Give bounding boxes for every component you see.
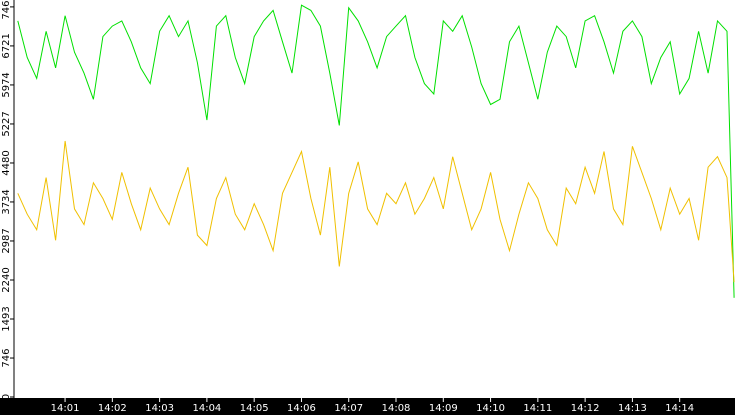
y-tick-label: 5974: [1, 72, 12, 97]
y-tick-label: 3734: [1, 189, 12, 214]
y-tick-label: 4480: [1, 150, 12, 175]
y-tick-label: 6721: [1, 33, 12, 58]
x-tick-label: 14:05: [240, 403, 269, 414]
y-tick-label: 2987: [1, 228, 12, 253]
series-line: [17, 140, 735, 283]
x-tick-label: 14:08: [382, 403, 411, 414]
x-tick-label: 14:03: [145, 403, 174, 414]
x-tick-label: 14:12: [571, 403, 600, 414]
x-tick-label: 14:14: [665, 403, 694, 414]
x-tick-label: 14:11: [523, 403, 552, 414]
x-tick-label: 14:09: [429, 403, 458, 414]
x-axis-bar: [0, 398, 735, 415]
x-tick-label: 14:10: [476, 403, 505, 414]
y-tick-label: 7468: [1, 0, 12, 20]
x-tick-label: 14:02: [98, 403, 127, 414]
y-tick-label: 746: [1, 348, 12, 367]
x-tick-label: 14:13: [618, 403, 647, 414]
y-tick-label: 1493: [1, 306, 12, 331]
series-line: [17, 4, 735, 298]
y-tick-label: 5227: [1, 111, 12, 136]
x-tick-label: 14:01: [51, 403, 80, 414]
x-tick-label: 14:04: [192, 403, 221, 414]
y-tick-label: 0: [1, 394, 12, 400]
x-tick-label: 14:07: [334, 403, 363, 414]
x-tick-label: 14:06: [287, 403, 316, 414]
y-tick-label: 2240: [1, 267, 12, 292]
